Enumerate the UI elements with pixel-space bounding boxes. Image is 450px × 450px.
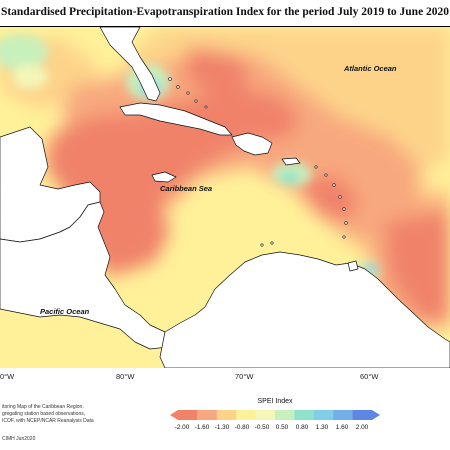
lon-label-80w: 80°W <box>116 372 135 381</box>
legend-swatch <box>197 410 218 420</box>
island-lesser-antilles <box>344 221 348 225</box>
credit-line: gregating station based observations, <box>2 411 86 417</box>
credit-line: CIMH Jun2020 <box>2 436 36 442</box>
legend-tick-label: 1.30 <box>315 424 329 431</box>
lon-label-60w: 60°W <box>360 372 379 381</box>
map-title: Standardised Precipitation-Evapotranspir… <box>0 6 450 18</box>
label-caribbean-sea: Caribbean Sea <box>160 184 212 193</box>
legend-tick-label: 1.60 <box>335 424 349 431</box>
legend-swatch <box>333 410 353 420</box>
land-central-america <box>0 201 169 350</box>
land-trinidad <box>347 260 359 272</box>
island-abc <box>270 241 274 245</box>
island-bahamas <box>186 91 190 95</box>
legend-swatch <box>216 410 237 420</box>
legend-tick-label: -2.00 <box>174 424 190 431</box>
legend-title: SPEI Index <box>257 398 293 405</box>
island-bahamas <box>168 77 172 81</box>
legend-colorbar <box>170 410 380 420</box>
extremely-dry-zone <box>185 47 250 97</box>
wet-pocket-northwest <box>12 65 48 89</box>
legend-tick-label: 0.80 <box>295 424 309 431</box>
wet-pocket-gulf <box>0 34 48 70</box>
island-lesser-antilles <box>342 207 346 211</box>
legend-swatch <box>352 410 380 420</box>
land-florida <box>99 27 161 102</box>
land-puerto-rico <box>281 157 301 166</box>
extremely-dry-zone <box>45 87 300 277</box>
credit-line: ICOF, with NCEP/NCAR Reanalysis Data <box>2 418 94 424</box>
island-lesser-antilles <box>338 195 342 199</box>
land-cuba <box>119 102 233 136</box>
legend-swatch <box>313 410 334 420</box>
legend-swatch <box>255 410 276 420</box>
legend-swatch <box>236 410 256 420</box>
wet-pocket-puerto-rico-core <box>280 171 300 183</box>
island-bahamas <box>204 105 208 109</box>
legend-ticks: -2.00 -1.60 -1.30 -0.80 -0.50 0.50 0.80 1.30 1.6… <box>172 424 372 434</box>
small-islands <box>168 77 348 247</box>
legend-swatch <box>294 410 315 420</box>
island-lesser-antilles <box>324 173 328 177</box>
legend-swatch <box>275 410 295 420</box>
lon-label-70w: 70°W <box>235 372 254 381</box>
legend-tick-label: -0.50 <box>254 424 270 431</box>
island-lesser-antilles <box>342 235 346 239</box>
island-abc <box>260 243 264 247</box>
land-hispaniola <box>231 132 273 156</box>
label-pacific-ocean: Pacific Ocean <box>40 307 90 316</box>
legend-tick-label: 0.50 <box>275 424 289 431</box>
extremely-dry-zone <box>300 177 360 222</box>
wet-pocket-venezuela-core <box>367 265 377 273</box>
lon-label-90w: 0°W <box>0 372 15 381</box>
extremely-dry-zone <box>385 212 450 322</box>
island-lesser-antilles <box>332 183 336 187</box>
spei-map: Atlantic Ocean Caribbean Sea Pacific Oce… <box>0 26 450 368</box>
legend-tick-label: 2.00 <box>355 424 369 431</box>
island-lesser-antilles <box>314 165 318 169</box>
legend-tick-label: -1.60 <box>194 424 210 431</box>
island-bahamas <box>194 99 198 103</box>
spei-field <box>0 27 450 327</box>
legend-tick-label: -0.80 <box>234 424 250 431</box>
land-jamaica <box>151 171 177 183</box>
legend-swatch <box>170 410 198 420</box>
map-canvas: Atlantic Ocean Caribbean Sea Pacific Oce… <box>0 27 450 368</box>
island-bahamas <box>176 85 180 89</box>
legend-tick-label: -1.30 <box>214 424 230 431</box>
label-atlantic-ocean: Atlantic Ocean <box>343 64 397 73</box>
credit-line: itoring Map of the Caribbean Region. <box>2 404 84 410</box>
landmasses <box>0 27 450 368</box>
